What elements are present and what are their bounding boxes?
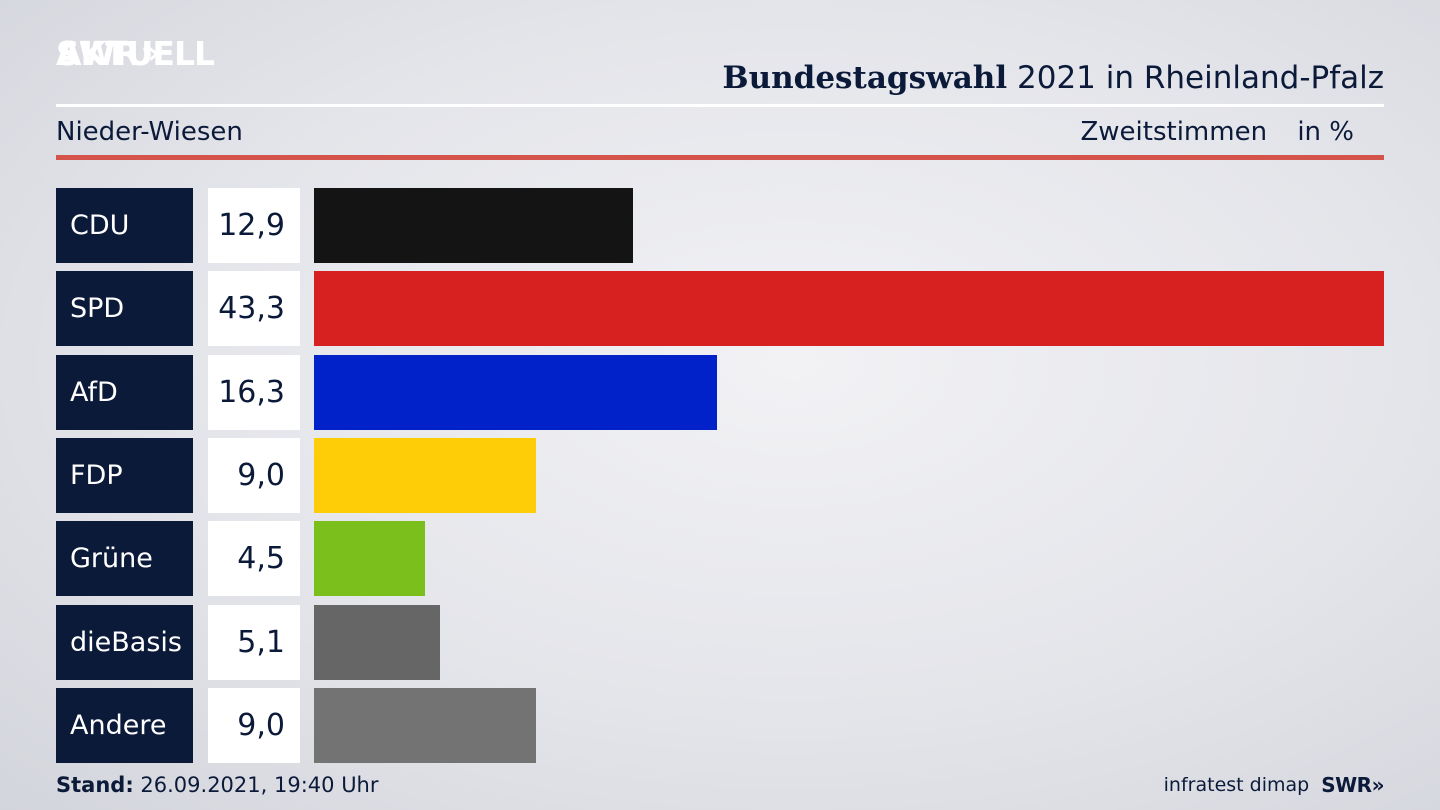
value-label: 12,9	[208, 188, 300, 263]
bar	[314, 605, 440, 680]
measure-label: Zweitstimmen in %	[1080, 114, 1354, 150]
region-name: Nieder-Wiesen	[56, 117, 243, 147]
bar	[314, 355, 717, 430]
measure-type: Zweitstimmen	[1080, 117, 1268, 147]
bar	[314, 188, 633, 263]
value-label: 43,3	[208, 271, 300, 346]
party-label: CDU	[56, 188, 193, 263]
title-bold: Bundestagswahl	[722, 60, 1008, 96]
party-label: FDP	[56, 438, 193, 513]
measure-unit: in %	[1297, 117, 1354, 147]
logo-swr-text: SWR	[56, 33, 140, 73]
bar	[314, 688, 536, 763]
accent-divider	[56, 155, 1384, 160]
value-label: 9,0	[208, 438, 300, 513]
party-label: dieBasis	[56, 605, 193, 680]
source-name: infratest dimap	[1163, 774, 1310, 796]
swr-brand-logo: SWR»	[1321, 773, 1384, 797]
party-label: Andere	[56, 688, 193, 763]
header-divider	[56, 104, 1384, 107]
source-credit: infratest dimap SWR»	[1163, 770, 1385, 800]
value-label: 9,0	[208, 688, 300, 763]
logo-aktuell-text: AKTUELL	[56, 33, 215, 73]
party-label: SPD	[56, 271, 193, 346]
bar	[314, 521, 425, 596]
timestamp: Stand: 26.09.2021, 19:40 Uhr	[56, 770, 379, 800]
party-label: Grüne	[56, 521, 193, 596]
stand-value: 26.09.2021, 19:40 Uhr	[140, 773, 379, 797]
stand-label: Stand:	[56, 773, 134, 797]
value-label: 5,1	[208, 605, 300, 680]
title-rest: 2021 in Rheinland-Pfalz	[1017, 60, 1384, 96]
page-title: Bundestagswahl 2021 in Rheinland-Pfalz	[722, 58, 1384, 98]
bar	[314, 271, 1384, 346]
value-label: 4,5	[208, 521, 300, 596]
bar	[314, 438, 536, 513]
value-label: 16,3	[208, 355, 300, 430]
party-label: AfD	[56, 355, 193, 430]
